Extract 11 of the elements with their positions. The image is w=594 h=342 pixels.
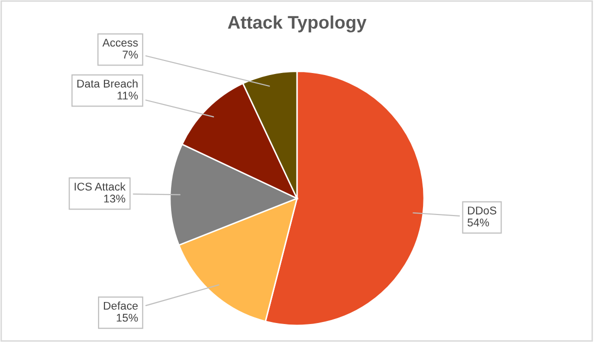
data-label: 7% xyxy=(122,50,138,59)
data-label: 15% xyxy=(116,314,138,322)
slice-label: Data Breach xyxy=(77,79,138,88)
data-label: 11% xyxy=(118,92,138,100)
data-label: 13% xyxy=(104,194,126,203)
chart-title: Attack Typology xyxy=(228,15,366,32)
slice-label: ICS Attack xyxy=(74,182,126,191)
slice-label: Access xyxy=(102,38,138,47)
slice-label: Deface xyxy=(104,302,138,310)
slice-label: DDoS xyxy=(468,206,496,214)
data-label: 54% xyxy=(468,218,489,226)
